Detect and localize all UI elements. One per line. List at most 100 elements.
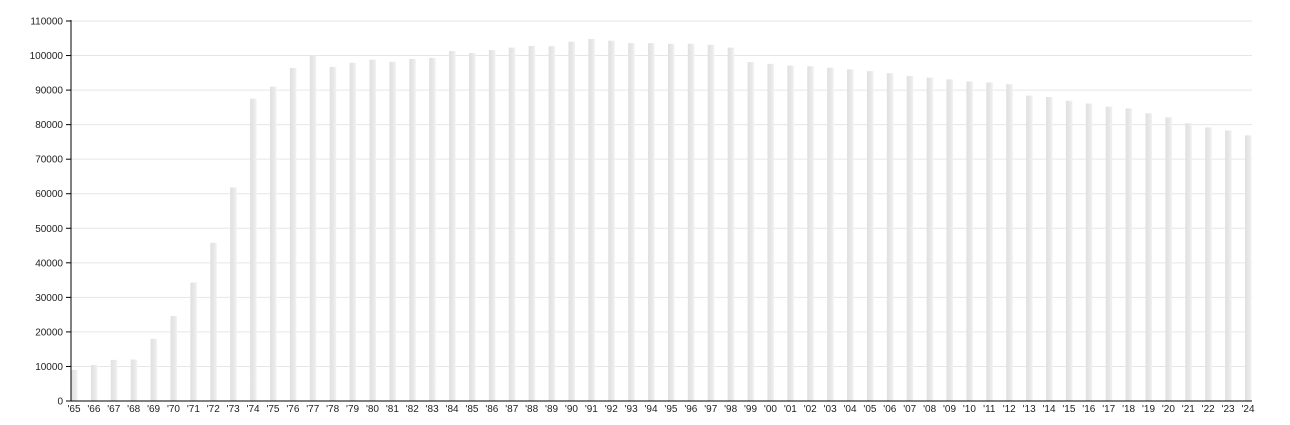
x-tick-label: '77 (306, 404, 319, 415)
x-tick-label: '80 (366, 404, 379, 415)
bars (71, 38, 1252, 402)
bar-06 (886, 73, 894, 401)
y-tick-label: 70000 (35, 155, 63, 166)
bar-65 (71, 369, 78, 401)
x-tick-label: '95 (664, 404, 677, 415)
bar-99 (747, 62, 755, 401)
bar-79 (349, 62, 357, 402)
bar-01 (787, 65, 794, 402)
x-tick-label: '01 (784, 404, 797, 415)
x-tick-labels: '65 '66 '67 '68 '69 '70 '71 '72 '73 '74 '75 '76 '77 '… (67, 404, 1254, 415)
x-tick-label: '71 (187, 404, 200, 415)
bar-18 (1125, 108, 1133, 402)
x-tick-label: '66 (87, 404, 100, 415)
bar-16 (1085, 103, 1093, 402)
bar-12 (1006, 84, 1013, 401)
bar-70 (170, 316, 177, 401)
x-tick-label: '00 (764, 404, 777, 415)
x-tick-label: '24 (1241, 404, 1254, 415)
x-tick-label: '65 (67, 404, 80, 415)
x-tick-label: '15 (1062, 404, 1075, 415)
axes (66, 20, 1252, 402)
bar-00 (767, 63, 774, 401)
y-tick-label: 10000 (35, 362, 63, 373)
x-tick-label: '23 (1222, 404, 1235, 415)
x-tick-label: '05 (863, 404, 876, 415)
x-tick-label: '70 (167, 404, 180, 415)
bar-17 (1105, 106, 1113, 401)
bar-84 (449, 51, 456, 402)
y-tick-label: 90000 (35, 86, 63, 97)
bar-91 (588, 38, 595, 402)
bar-02 (807, 66, 814, 401)
bar-86 (488, 50, 496, 401)
x-tick-label: '69 (147, 404, 160, 415)
x-tick-label: '83 (426, 404, 439, 415)
y-tick-label: 20000 (35, 327, 63, 338)
x-tick-label: '19 (1142, 404, 1155, 415)
bar-67 (110, 359, 118, 401)
gridlines (71, 20, 1252, 367)
bar-76 (289, 67, 297, 402)
x-tick-label: '06 (883, 404, 896, 415)
bar-95 (667, 43, 675, 402)
bar-82 (409, 59, 416, 401)
y-tick-label: 30000 (35, 293, 63, 304)
x-tick-label: '22 (1202, 404, 1215, 415)
x-tick-label: '76 (286, 404, 299, 415)
x-tick-label: '82 (406, 404, 419, 415)
x-tick-label: '84 (446, 404, 459, 415)
bar-09 (946, 79, 954, 401)
x-tick-label: '14 (1042, 404, 1055, 415)
x-tick-label: '18 (1122, 404, 1135, 415)
x-tick-label: '08 (923, 404, 936, 415)
y-tick-label: 0 (57, 397, 63, 408)
x-tick-label: '07 (903, 404, 916, 415)
x-tick-label: '88 (525, 404, 538, 415)
bar-87 (508, 47, 516, 401)
bar-03 (827, 67, 834, 402)
x-tick-label: '03 (824, 404, 837, 415)
x-tick-label: '17 (1102, 404, 1115, 415)
x-tick-label: '13 (1023, 404, 1036, 415)
bar-11 (986, 82, 993, 401)
x-tick-label: '02 (804, 404, 817, 415)
bar-96 (687, 43, 695, 402)
x-tick-label: '96 (684, 404, 697, 415)
bar-77 (309, 55, 317, 401)
x-tick-label: '75 (266, 404, 279, 415)
x-tick-label: '79 (346, 404, 359, 415)
bar-80 (369, 59, 376, 401)
bar-72 (210, 242, 217, 401)
bar-22 (1205, 127, 1212, 402)
bar-19 (1145, 113, 1153, 402)
x-tick-label: '90 (565, 404, 578, 415)
bar-08 (926, 77, 934, 402)
y-tick-labels: 0 10000 20000 30000 40000 50000 60000 70000 8000… (30, 17, 64, 408)
bar-97 (707, 44, 715, 401)
x-tick-label: '93 (625, 404, 638, 415)
x-tick-label: '20 (1162, 404, 1175, 415)
bar-07 (906, 75, 914, 401)
x-tick-label: '09 (943, 404, 956, 415)
bar-20 (1165, 117, 1172, 401)
bar-66 (90, 365, 98, 401)
x-tick-label: '78 (326, 404, 339, 415)
bar-88 (528, 45, 536, 401)
x-tick-label: '16 (1082, 404, 1095, 415)
bar-75 (269, 86, 277, 402)
x-tick-label: '11 (983, 404, 996, 415)
bar-94 (648, 43, 655, 401)
x-tick-label: '74 (247, 404, 260, 415)
bar-15 (1065, 100, 1073, 402)
y-tick-label: 110000 (30, 17, 63, 28)
x-tick-label: '99 (744, 404, 757, 415)
bar-73 (230, 187, 237, 401)
x-tick-label: '89 (545, 404, 558, 415)
bar-23 (1225, 130, 1232, 401)
bar-93 (628, 43, 635, 401)
y-tick-label: 40000 (35, 258, 63, 269)
x-tick-label: '67 (107, 404, 120, 415)
x-tick-label: '86 (485, 404, 498, 415)
